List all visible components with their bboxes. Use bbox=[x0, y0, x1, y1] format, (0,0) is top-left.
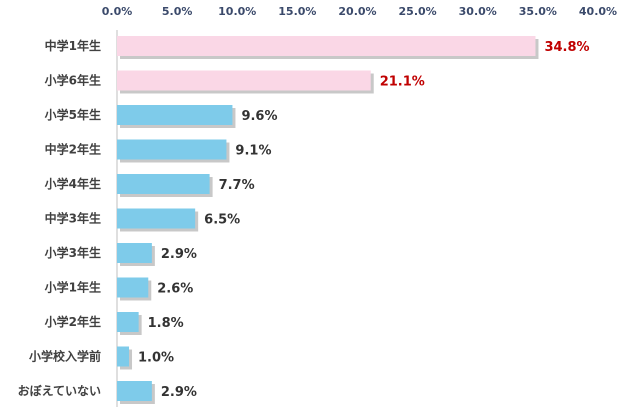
category-labels: 中学1年生小学6年生小学5年生中学2年生小学4年生中学3年生小学3年生小学1年生… bbox=[18, 38, 101, 398]
bar bbox=[117, 105, 233, 125]
x-tick-label: 35.0% bbox=[519, 5, 557, 18]
bar bbox=[117, 174, 210, 194]
x-tick-label: 5.0% bbox=[162, 5, 193, 18]
value-label: 2.9% bbox=[161, 385, 197, 400]
value-label: 7.7% bbox=[219, 178, 255, 193]
value-label: 9.1% bbox=[235, 144, 271, 159]
category-label: 小学2年生 bbox=[45, 314, 101, 329]
bar-series bbox=[117, 36, 539, 404]
category-label: おぼえていない bbox=[18, 384, 101, 398]
category-label: 中学2年生 bbox=[45, 142, 101, 157]
category-label: 小学1年生 bbox=[45, 280, 101, 295]
value-label: 1.8% bbox=[148, 316, 184, 331]
category-label: 小学5年生 bbox=[45, 107, 101, 122]
value-label: 34.8% bbox=[544, 40, 589, 55]
x-tick-label: 0.0% bbox=[102, 5, 133, 18]
category-label: 小学4年生 bbox=[45, 176, 101, 191]
x-tick-label: 40.0% bbox=[579, 5, 617, 18]
x-tick-label: 10.0% bbox=[218, 5, 256, 18]
x-tick-label: 25.0% bbox=[399, 5, 437, 18]
bar bbox=[117, 346, 130, 367]
bar bbox=[117, 312, 139, 332]
value-label: 1.0% bbox=[138, 351, 174, 366]
bar bbox=[117, 381, 152, 401]
value-label: 6.5% bbox=[204, 213, 240, 228]
value-label: 9.6% bbox=[241, 109, 277, 124]
value-label: 2.9% bbox=[161, 247, 197, 262]
category-label: 中学3年生 bbox=[45, 211, 101, 226]
x-tick-label: 20.0% bbox=[338, 5, 376, 18]
bar bbox=[117, 277, 149, 298]
x-axis-ticks: 0.0% 5.0% 10.0% 15.0% 20.0% 25.0% 30.0% 35.0% 40… bbox=[102, 5, 617, 18]
value-label: 2.6% bbox=[157, 282, 193, 297]
category-label: 小学校入学前 bbox=[29, 349, 101, 364]
category-label: 小学6年生 bbox=[45, 73, 101, 88]
bar bbox=[117, 243, 152, 263]
bar bbox=[117, 139, 227, 160]
category-label: 小学3年生 bbox=[45, 245, 101, 260]
x-tick-label: 15.0% bbox=[278, 5, 316, 18]
category-label: 中学1年生 bbox=[45, 38, 101, 53]
bar bbox=[117, 208, 196, 229]
bar bbox=[117, 36, 536, 56]
x-tick-label: 30.0% bbox=[459, 5, 497, 18]
bar bbox=[117, 70, 371, 91]
value-label: 21.1% bbox=[380, 75, 425, 90]
value-labels: 34.8% 21.1% 9.6% 9.1% 7.7% 6.5% 2.9% 2.6% 1.8% 1.… bbox=[138, 40, 590, 400]
